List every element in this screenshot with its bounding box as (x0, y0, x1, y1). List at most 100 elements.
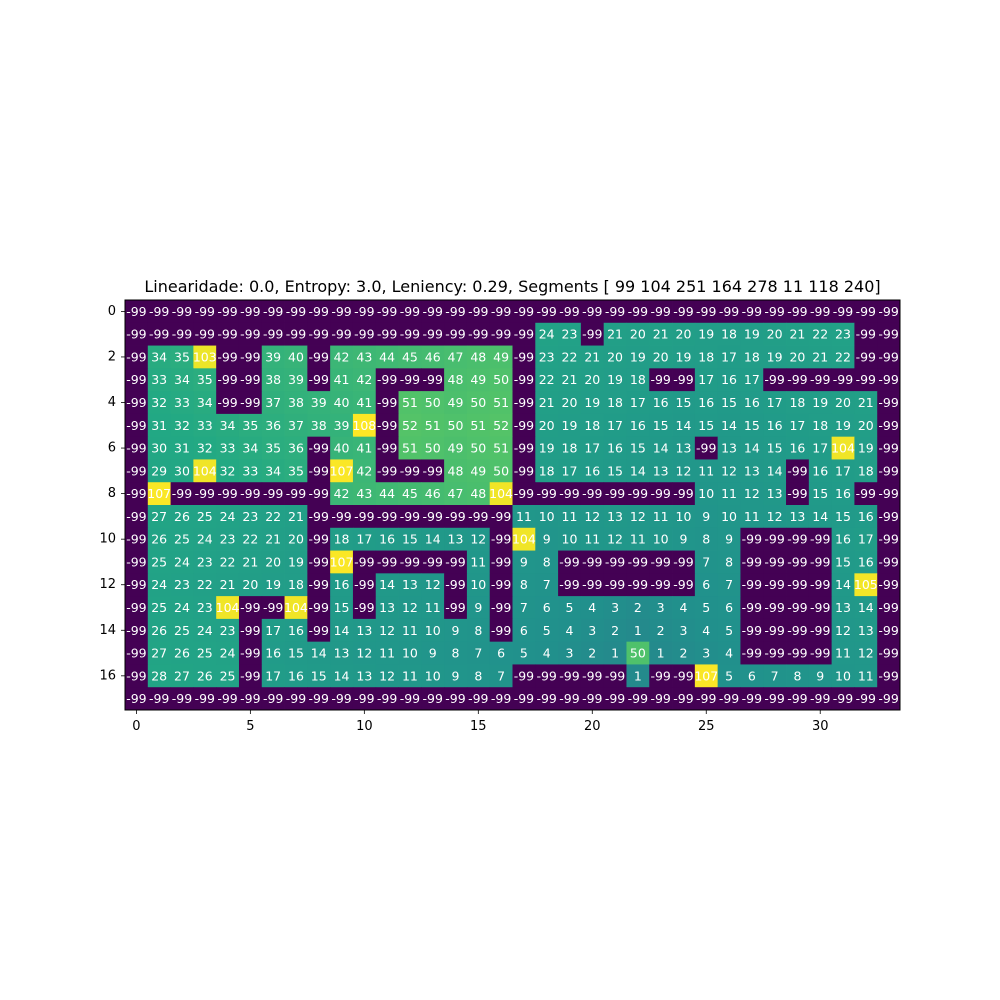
heatmap-cell-label: 41 (356, 441, 372, 456)
heatmap-cell (238, 322, 263, 346)
heatmap-cell-label: 27 (174, 668, 190, 683)
heatmap-cell-label: 15 (402, 532, 418, 547)
heatmap-cell (125, 459, 149, 483)
heatmap-cell (763, 618, 787, 643)
heatmap-cell-label: -99 (764, 600, 784, 615)
heatmap-cell-label: 32 (174, 418, 190, 433)
heatmap-cell (854, 368, 878, 392)
heatmap-cell (535, 550, 559, 574)
heatmap-cell-label: -99 (400, 372, 420, 387)
heatmap-cell (330, 596, 354, 620)
heatmap-cell (375, 482, 399, 506)
heatmap-cell-label: 47 (448, 349, 464, 364)
heatmap-cell-label: -99 (878, 418, 898, 433)
heatmap-cell (694, 436, 719, 460)
heatmap-cell-label: 4 (543, 646, 551, 661)
heatmap-cell (193, 459, 217, 483)
heatmap-cell-label: 22 (197, 577, 213, 592)
x-tick-label: 10 (356, 719, 373, 734)
heatmap-cell (854, 641, 878, 665)
heatmap-cell-label: 16 (767, 418, 783, 433)
heatmap-cell-label: -99 (377, 441, 397, 456)
heatmap-cell (512, 391, 536, 415)
heatmap-cell (170, 505, 194, 529)
heatmap-cell (216, 664, 240, 688)
heatmap-cell-label: -99 (445, 509, 465, 524)
heatmap-cell (672, 573, 696, 597)
heatmap-cell-label: -99 (126, 509, 146, 524)
heatmap-cell (489, 413, 513, 438)
heatmap-cell-label: -99 (742, 646, 762, 661)
heatmap-cell-label: 39 (311, 395, 327, 410)
heatmap-cell-label: 12 (767, 509, 783, 524)
heatmap-cell (125, 482, 149, 506)
heatmap-cell-label: 105 (854, 577, 878, 592)
heatmap-cell-label: 24 (174, 600, 190, 615)
heatmap-cell-label: -99 (377, 554, 397, 569)
heatmap-cell (238, 573, 263, 597)
heatmap-cell-label: 11 (698, 463, 714, 478)
heatmap-cell-label: 9 (452, 668, 460, 683)
heatmap-cell-label: -99 (240, 304, 260, 319)
heatmap-cell (854, 459, 878, 483)
heatmap-cell-label: -99 (286, 486, 306, 501)
heatmap-cell (330, 413, 354, 438)
heatmap-cell (740, 345, 764, 369)
heatmap-cell-label: -99 (787, 646, 807, 661)
heatmap-cell-label: 48 (470, 486, 486, 501)
heatmap-cell (786, 368, 810, 392)
heatmap-cell-label: 26 (197, 668, 213, 683)
heatmap-cell-label: -99 (240, 623, 260, 638)
heatmap-cell (352, 641, 377, 665)
heatmap-cell (238, 641, 263, 665)
heatmap-cell (831, 687, 855, 711)
heatmap-cell (375, 664, 399, 688)
heatmap-cell (444, 345, 468, 369)
heatmap-cell-label: -99 (309, 600, 329, 615)
heatmap-cell-label: 11 (721, 486, 737, 501)
heatmap-cell (763, 550, 787, 574)
heatmap-cell-label: 7 (497, 668, 505, 683)
heatmap-cell (421, 413, 445, 438)
heatmap-cell (580, 322, 605, 346)
heatmap-cell (877, 505, 901, 529)
heatmap-cell (854, 596, 878, 620)
heatmap-cell-label: -99 (742, 691, 762, 706)
heatmap-cell (261, 550, 285, 574)
heatmap-cell-label: -99 (468, 304, 488, 319)
heatmap-cell-label: 20 (242, 577, 258, 592)
heatmap-cell-label: -99 (126, 623, 146, 638)
heatmap-cell-label: 15 (812, 486, 828, 501)
heatmap-cell (466, 413, 491, 438)
heatmap-cell-label: 5 (566, 600, 574, 615)
heatmap-cell-label: 17 (858, 532, 874, 547)
heatmap-cell (466, 573, 491, 597)
heatmap-cell (489, 482, 513, 506)
heatmap-cell-label: 50 (493, 463, 509, 478)
heatmap-cell (170, 459, 194, 483)
heatmap-cell-label: -99 (833, 691, 853, 706)
heatmap-cell-label: -99 (514, 441, 534, 456)
heatmap-cell (421, 641, 445, 665)
heatmap-cell-label: -99 (559, 691, 579, 706)
heatmap-cell (649, 527, 673, 551)
heatmap-cell-label: 11 (402, 668, 418, 683)
heatmap-cell-label: 34 (174, 372, 190, 387)
heatmap-cell-label: -99 (126, 486, 146, 501)
heatmap-cell (421, 596, 445, 620)
heatmap-cell-label: 12 (402, 600, 418, 615)
heatmap-cell (740, 436, 764, 460)
heatmap-cell (854, 527, 878, 551)
heatmap-cell-label: -99 (764, 304, 784, 319)
heatmap-cell-label: -99 (719, 691, 739, 706)
heatmap-cell (535, 573, 559, 597)
heatmap-cell (238, 596, 263, 620)
heatmap-cell (238, 687, 263, 711)
heatmap-cell (535, 505, 559, 529)
heatmap-cell (489, 391, 513, 415)
heatmap-cell (580, 413, 605, 438)
heatmap-cell-label: -99 (787, 600, 807, 615)
heatmap-cell-label: 43 (356, 349, 372, 364)
heatmap-cell-label: 18 (562, 441, 578, 456)
heatmap-cell (763, 527, 787, 551)
